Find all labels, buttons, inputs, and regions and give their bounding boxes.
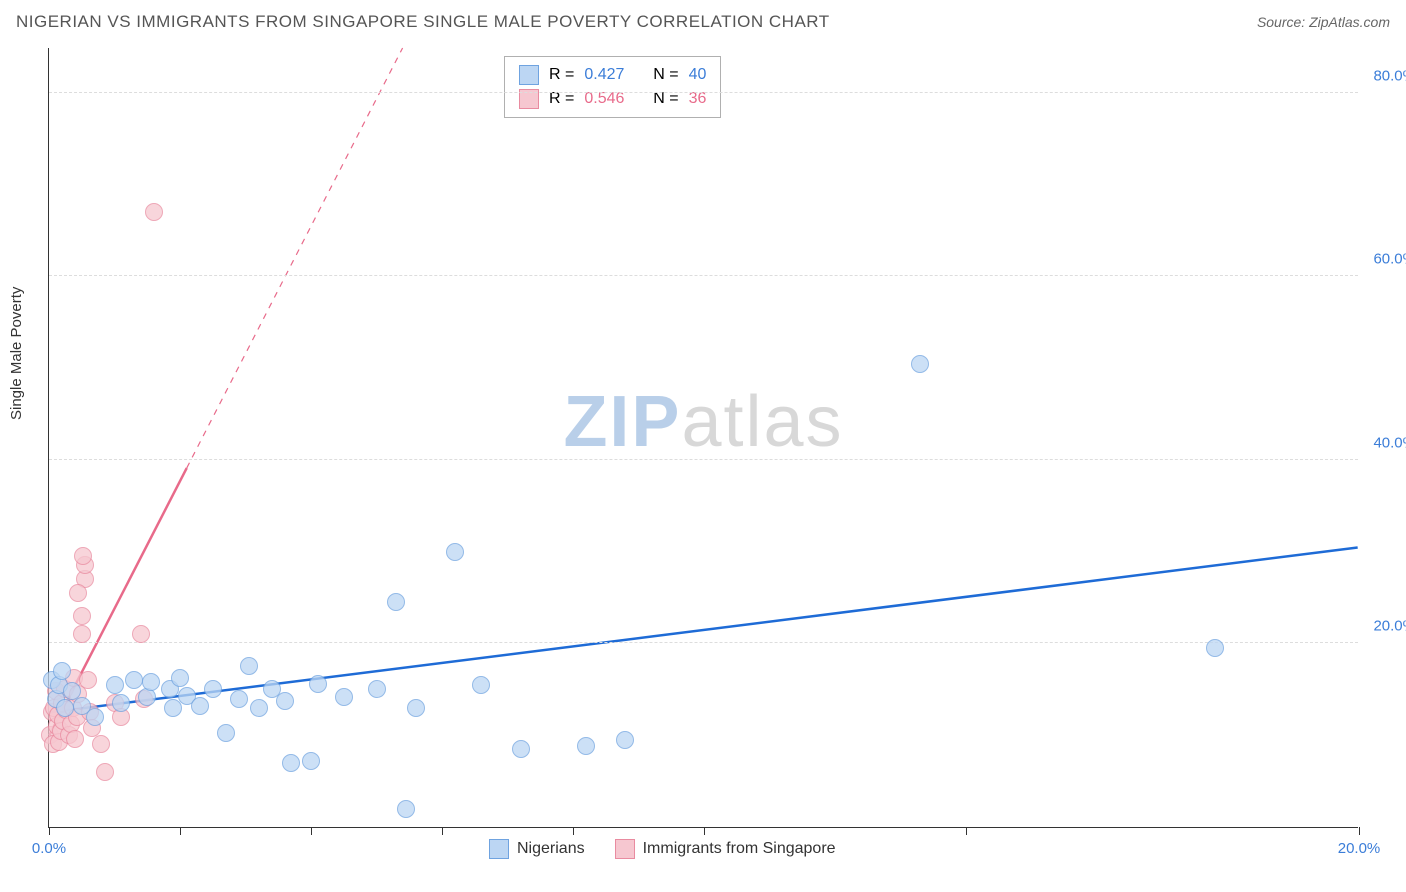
- x-tick-label: 20.0%: [1338, 840, 1381, 857]
- legend-label-nigerians: Nigerians: [517, 840, 585, 858]
- x-tick: [966, 827, 967, 835]
- gridline: [49, 275, 1358, 276]
- data-point-singapore: [92, 735, 110, 753]
- watermark-part-b: atlas: [681, 382, 843, 462]
- source-label: Source:: [1257, 14, 1305, 30]
- gridline: [49, 459, 1358, 460]
- data-point-nigerians: [86, 708, 104, 726]
- y-tick-label: 80.0%: [1373, 67, 1406, 84]
- data-point-singapore: [96, 763, 114, 781]
- legend-swatch-singapore: [615, 839, 635, 859]
- x-tick: [442, 827, 443, 835]
- data-point-nigerians: [309, 675, 327, 693]
- r-label: R =: [549, 87, 574, 111]
- legend-item-singapore: Immigrants from Singapore: [615, 839, 836, 859]
- data-point-nigerians: [282, 754, 300, 772]
- trend-lines-layer: [49, 48, 1358, 827]
- data-point-nigerians: [335, 688, 353, 706]
- watermark: ZIPatlas: [563, 381, 843, 463]
- data-point-singapore: [69, 584, 87, 602]
- chart-header: NIGERIAN VS IMMIGRANTS FROM SINGAPORE SI…: [16, 12, 1390, 32]
- data-point-singapore: [145, 203, 163, 221]
- data-point-nigerians: [577, 737, 595, 755]
- chart-title: NIGERIAN VS IMMIGRANTS FROM SINGAPORE SI…: [16, 12, 830, 32]
- swatch-nigerians: [519, 65, 539, 85]
- trend-line: [49, 547, 1357, 712]
- data-point-nigerians: [171, 669, 189, 687]
- data-point-singapore: [79, 671, 97, 689]
- data-point-singapore: [73, 607, 91, 625]
- x-tick: [180, 827, 181, 835]
- stats-legend: R = 0.427 N = 40 R = 0.546 N = 36: [504, 56, 721, 118]
- series-legend: Nigerians Immigrants from Singapore: [489, 839, 836, 859]
- data-point-nigerians: [204, 680, 222, 698]
- r-value-singapore: 0.546: [584, 87, 624, 111]
- data-point-nigerians: [250, 699, 268, 717]
- data-point-nigerians: [56, 699, 74, 717]
- data-point-nigerians: [191, 697, 209, 715]
- x-tick: [573, 827, 574, 835]
- stats-row-nigerians: R = 0.427 N = 40: [519, 63, 706, 87]
- data-point-nigerians: [472, 676, 490, 694]
- data-point-nigerians: [397, 800, 415, 818]
- data-point-nigerians: [125, 671, 143, 689]
- data-point-nigerians: [911, 355, 929, 373]
- y-tick-label: 60.0%: [1373, 251, 1406, 268]
- data-point-singapore: [132, 625, 150, 643]
- data-point-nigerians: [276, 692, 294, 710]
- r-label: R =: [549, 63, 574, 87]
- data-point-nigerians: [240, 657, 258, 675]
- data-point-nigerians: [53, 662, 71, 680]
- y-tick-label: 20.0%: [1373, 618, 1406, 635]
- x-tick: [311, 827, 312, 835]
- source-name: ZipAtlas.com: [1309, 14, 1390, 30]
- data-point-nigerians: [407, 699, 425, 717]
- y-axis-label: Single Male Poverty: [8, 287, 25, 420]
- source-attribution: Source: ZipAtlas.com: [1257, 14, 1390, 30]
- data-point-nigerians: [1206, 639, 1224, 657]
- y-tick-label: 40.0%: [1373, 434, 1406, 451]
- data-point-nigerians: [106, 676, 124, 694]
- data-point-nigerians: [142, 673, 160, 691]
- n-label: N =: [653, 63, 678, 87]
- data-point-nigerians: [616, 731, 634, 749]
- x-tick: [1359, 827, 1360, 835]
- data-point-singapore: [66, 730, 84, 748]
- data-point-singapore: [73, 625, 91, 643]
- data-point-nigerians: [446, 543, 464, 561]
- r-value-nigerians: 0.427: [584, 63, 624, 87]
- n-label: N =: [653, 87, 678, 111]
- data-point-nigerians: [112, 694, 130, 712]
- trend-line: [187, 48, 403, 468]
- data-point-nigerians: [512, 740, 530, 758]
- n-value-nigerians: 40: [689, 63, 707, 87]
- n-value-singapore: 36: [689, 87, 707, 111]
- gridline: [49, 92, 1358, 93]
- data-point-nigerians: [368, 680, 386, 698]
- legend-swatch-nigerians: [489, 839, 509, 859]
- data-point-singapore: [74, 547, 92, 565]
- data-point-nigerians: [302, 752, 320, 770]
- watermark-part-a: ZIP: [563, 382, 681, 462]
- x-tick: [704, 827, 705, 835]
- scatter-plot-area: ZIPatlas R = 0.427 N = 40 R = 0.546 N = …: [48, 48, 1358, 828]
- gridline: [49, 642, 1358, 643]
- data-point-nigerians: [387, 593, 405, 611]
- legend-label-singapore: Immigrants from Singapore: [643, 840, 836, 858]
- x-tick-label: 0.0%: [32, 840, 66, 857]
- stats-row-singapore: R = 0.546 N = 36: [519, 87, 706, 111]
- x-tick: [49, 827, 50, 835]
- data-point-nigerians: [230, 690, 248, 708]
- data-point-nigerians: [217, 724, 235, 742]
- legend-item-nigerians: Nigerians: [489, 839, 585, 859]
